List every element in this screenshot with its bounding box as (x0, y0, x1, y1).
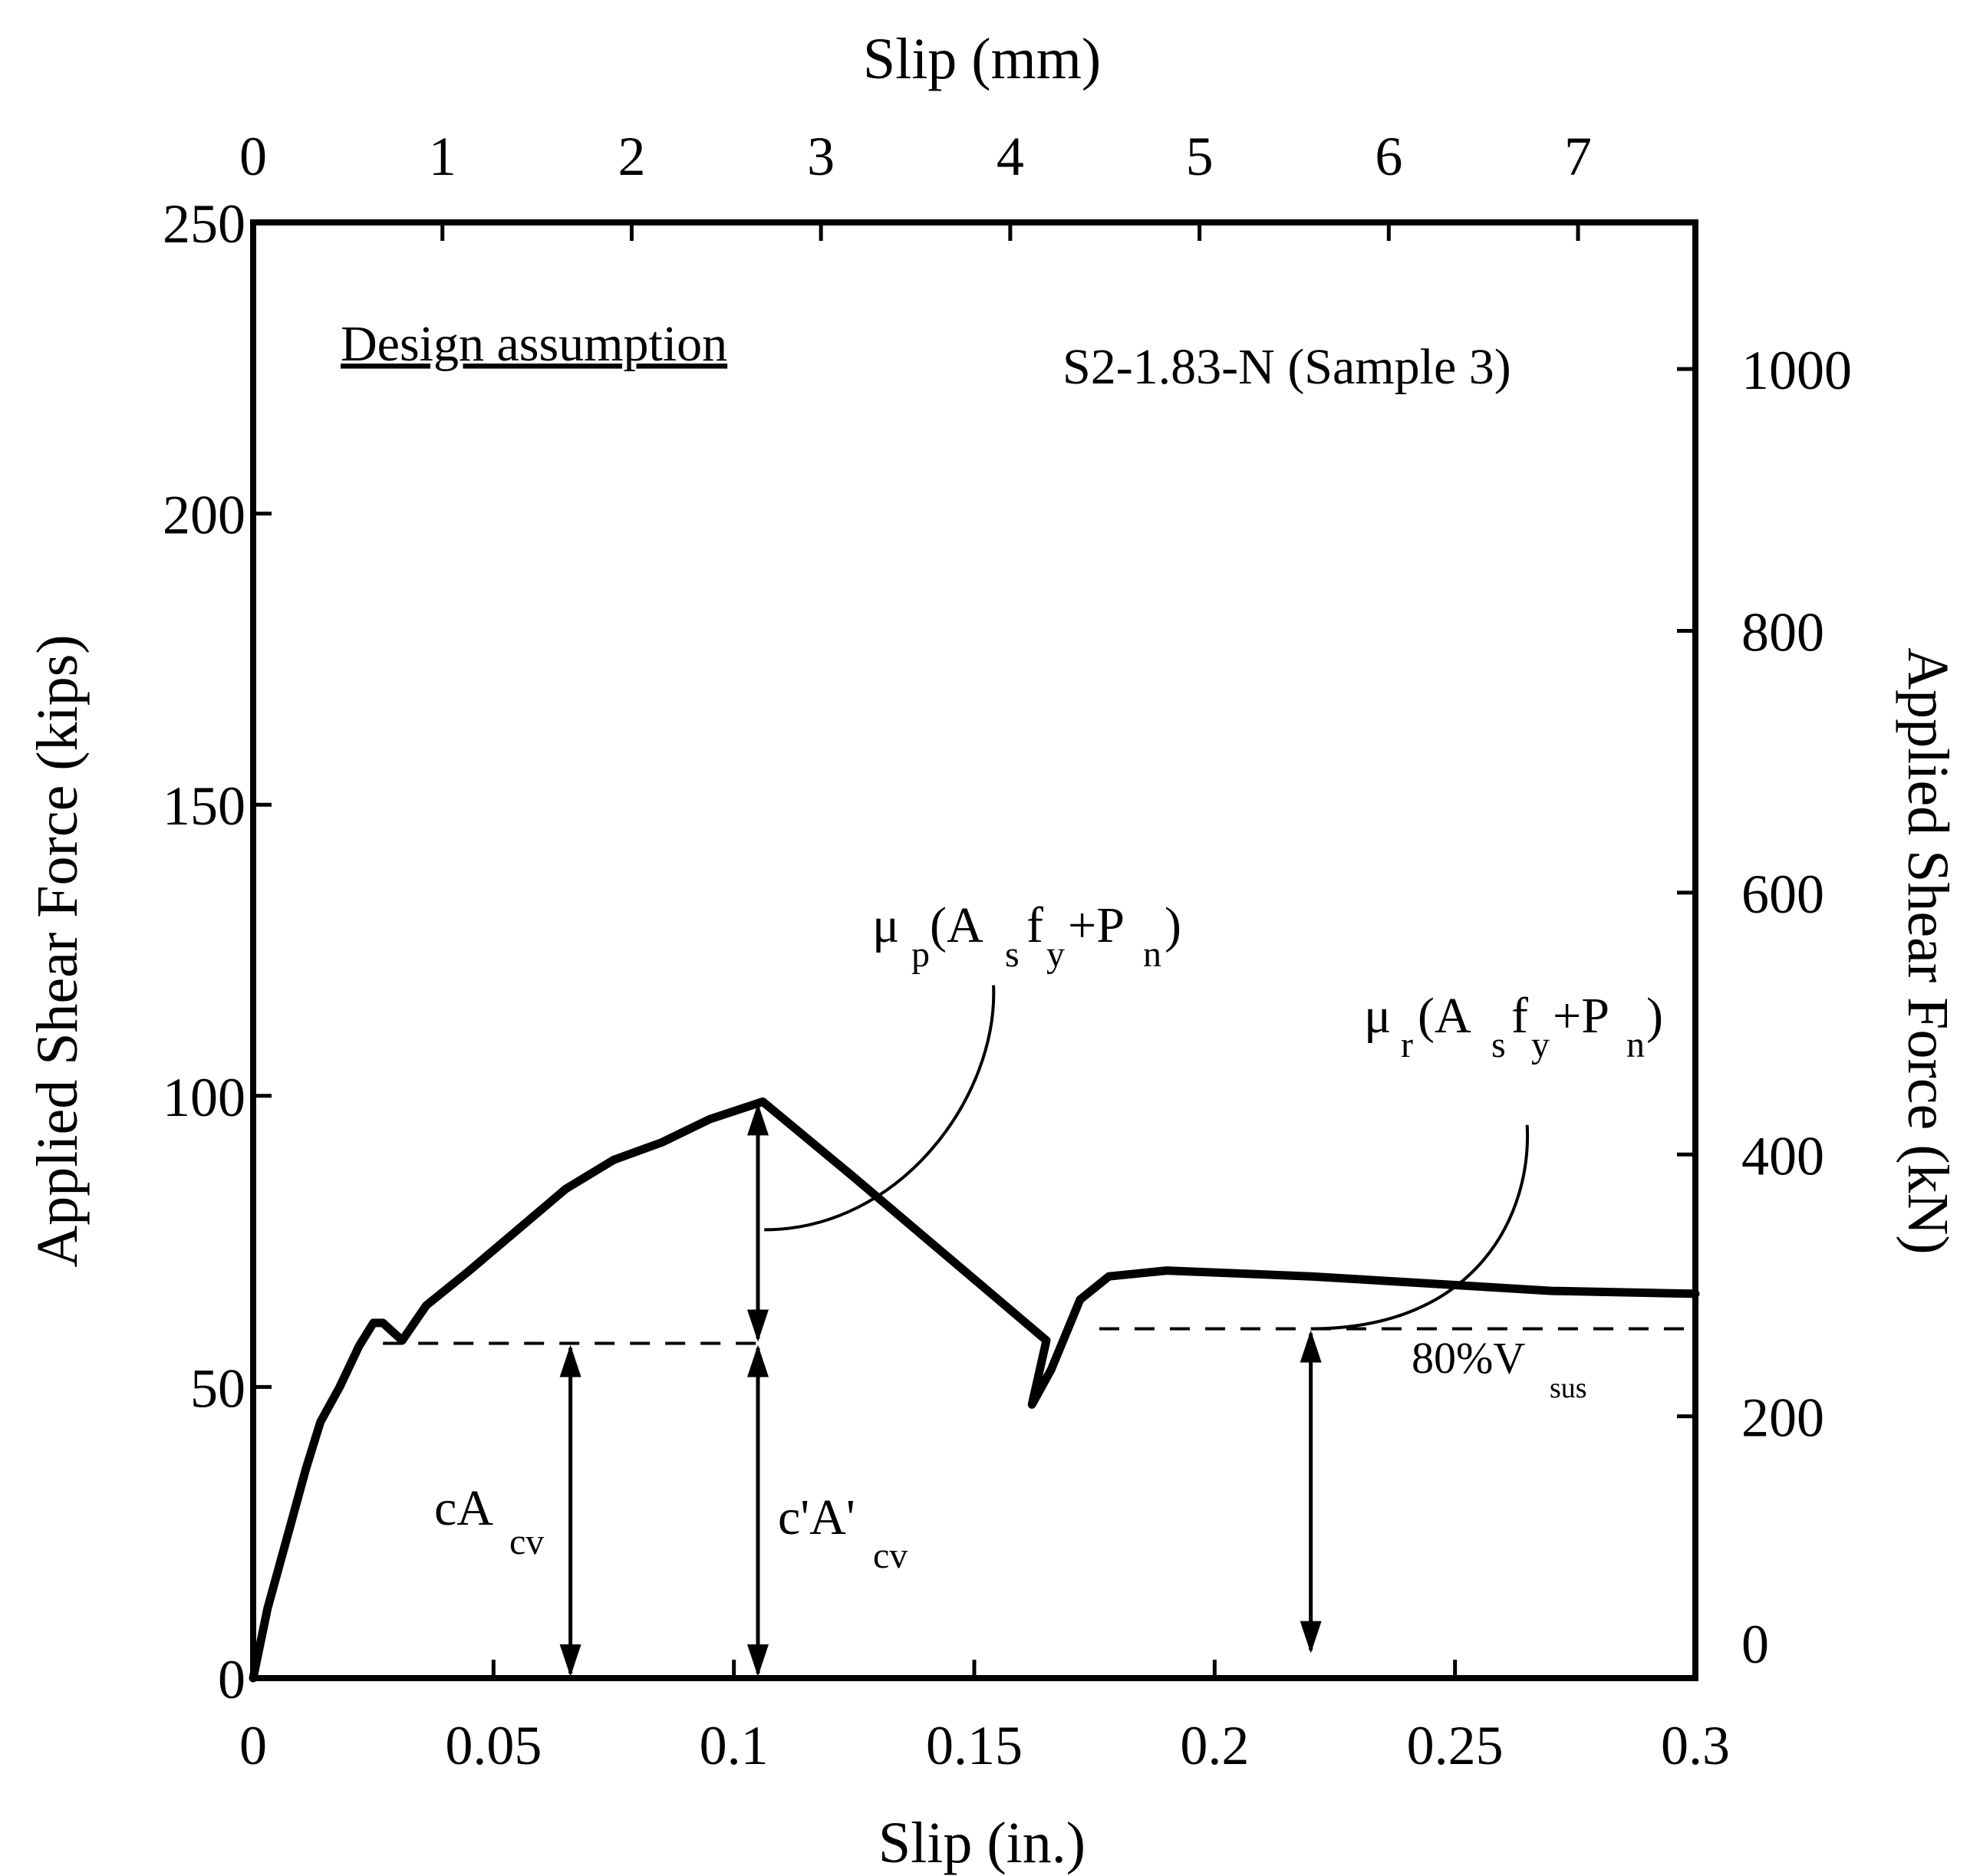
slip-force-curve (249, 1097, 1700, 1683)
mu-r-open: (A (1418, 988, 1471, 1044)
mu-p-subscript: p (911, 934, 930, 975)
mu-r-sub-y: y (1531, 1025, 1550, 1065)
y-tick-label-left: 200 (163, 485, 245, 546)
mu-r-symbol: μ (1364, 988, 1391, 1044)
x-axis-title-bottom: Slip (in.) (878, 1811, 1086, 1875)
y-tick-label-right: 800 (1741, 602, 1824, 663)
mu-r-sub-s: s (1491, 1025, 1506, 1065)
x-tick-label-bottom: 0.3 (1661, 1715, 1730, 1776)
mu-p-plus-p: +P (1068, 897, 1125, 953)
x-tick-label-bottom: 0 (239, 1715, 267, 1776)
x-tick-label-top: 0 (239, 126, 267, 187)
arrow-head (1300, 1621, 1322, 1654)
cacv-label: cA cv (434, 1480, 544, 1562)
y-tick-label-left: 100 (163, 1067, 245, 1128)
arrow-head (747, 1644, 769, 1677)
mu-p-close: ) (1165, 897, 1181, 953)
mu-r-label: μ r (A s f y +P n ) (1364, 988, 1663, 1065)
arrow-head (559, 1344, 581, 1377)
arrow-head (747, 1344, 769, 1377)
y-tick-label-right: 0 (1741, 1614, 1769, 1675)
mu-p-symbol: μ (872, 897, 899, 953)
mu-r-plus-p: +P (1553, 988, 1609, 1044)
y-tick-label-right: 200 (1741, 1387, 1824, 1449)
v80-label: 80%V sus (1412, 1333, 1587, 1404)
mu-r-leader (1310, 1124, 1530, 1331)
x-tick-label-bottom: 0.05 (445, 1715, 542, 1776)
cacv-main: cA (434, 1480, 493, 1536)
x-tick-label-bottom: 0.2 (1180, 1715, 1249, 1776)
x-tick-label-top: 2 (618, 126, 645, 187)
mu-r-f: f (1511, 988, 1528, 1044)
plot-frame (250, 219, 1698, 1681)
cpacv-label: c'A' cv (778, 1489, 908, 1576)
x-tick-label-bottom: 0.1 (700, 1715, 769, 1776)
y-axis-title-left: Applied Shear Force (kips) (25, 634, 90, 1267)
y-axis-title-right: Applied Shear Force (kN) (1896, 647, 1960, 1254)
x-tick-label-top: 3 (807, 126, 835, 187)
mu-p-sub-s: s (1005, 934, 1020, 975)
y-tick-label-left: 50 (190, 1358, 245, 1419)
arrow-head (747, 1309, 769, 1342)
cpacv-subscript: cv (873, 1535, 908, 1576)
mu-p-sub-y: y (1046, 934, 1065, 975)
mu-p-open: (A (930, 897, 983, 953)
y-tick-label-right: 600 (1741, 864, 1824, 925)
annotation-layer (559, 985, 1530, 1677)
ticks-layer: 0 0.05 0.1 0.15 0.2 0.25 0.30 1 2 3 4 5 6 70501001502… (163, 126, 1852, 1776)
arrow-head (559, 1644, 581, 1677)
mu-p-f: f (1026, 897, 1043, 953)
x-axis-title-top: Slip (mm) (863, 27, 1101, 91)
x-tick-label-top: 1 (429, 126, 456, 187)
x-tick-label-bottom: 0.15 (926, 1715, 1023, 1776)
x-tick-label-bottom: 0.25 (1407, 1715, 1504, 1776)
x-tick-label-top: 7 (1564, 126, 1592, 187)
v80-subscript: sus (1550, 1372, 1587, 1404)
cacv-subscript: cv (509, 1522, 544, 1562)
series-label: S2-1.83-N (Sample 3) (1062, 339, 1511, 395)
mu-r-sub-n: n (1626, 1025, 1645, 1065)
mu-p-label: μ p (A s f y +P n ) (872, 897, 1181, 975)
arrow-head (1300, 1330, 1322, 1363)
y-tick-label-left: 250 (163, 193, 245, 255)
y-tick-label-right: 1000 (1741, 340, 1852, 401)
v80-main: 80%V (1412, 1333, 1525, 1383)
x-tick-label-top: 6 (1375, 126, 1402, 187)
curve-layer (249, 1097, 1700, 1683)
x-tick-label-top: 5 (1186, 126, 1214, 187)
y-tick-label-right: 400 (1741, 1125, 1824, 1186)
mu-p-leader (764, 985, 996, 1232)
mu-p-sub-n: n (1143, 934, 1161, 975)
mu-r-close: ) (1646, 988, 1663, 1044)
cpacv-main: c'A' (778, 1489, 855, 1545)
y-tick-label-left: 150 (163, 775, 245, 837)
arrow-head (747, 1103, 769, 1136)
design-assumption-label: Design assumption (341, 316, 727, 372)
x-tick-label-top: 4 (997, 126, 1024, 187)
mu-r-subscript: r (1401, 1025, 1413, 1065)
y-tick-label-left: 0 (218, 1649, 245, 1710)
